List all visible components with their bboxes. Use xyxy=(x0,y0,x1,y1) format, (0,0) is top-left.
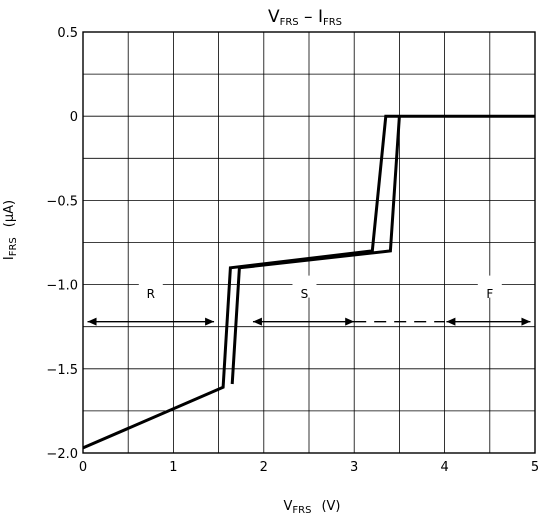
x-tick-label: 3 xyxy=(350,460,358,475)
region-label: F xyxy=(486,287,493,301)
y-tick-label: −1.0 xyxy=(46,279,78,294)
series-line-2 xyxy=(230,116,401,385)
plot-frame xyxy=(82,31,536,454)
region-label-bg xyxy=(477,275,502,298)
x-tick-label: 1 xyxy=(169,460,177,475)
chart-title: VFRS – IFRS xyxy=(268,7,342,28)
y-tick-label: −1.5 xyxy=(46,363,78,378)
x-tick-label: 2 xyxy=(260,460,268,475)
y-tick-label: 0.5 xyxy=(57,26,78,41)
y-tick-label: −2.0 xyxy=(46,447,78,462)
arrow-head xyxy=(521,317,531,326)
x-tick-label: 0 xyxy=(79,460,87,475)
x-tick-label: 4 xyxy=(440,460,448,475)
grid xyxy=(82,31,536,454)
y-axis-label: IFRS(µA) xyxy=(2,200,19,260)
data-series xyxy=(82,114,535,450)
arrow-head xyxy=(87,317,97,326)
region-label-bg xyxy=(292,275,317,298)
region-label: R xyxy=(147,287,155,301)
arrow-head xyxy=(345,317,355,326)
series-line-1 xyxy=(82,114,535,450)
y-tick-label: −0.5 xyxy=(46,194,78,209)
x-tick-label: 5 xyxy=(531,460,539,475)
arrow-head xyxy=(252,317,262,326)
arrow-head xyxy=(205,317,215,326)
x-axis-label: VFRS (V) xyxy=(283,499,340,516)
region-label: S xyxy=(301,287,309,301)
tick-labels: 0 1 2 3 4 5 0.5 0 −0.5 −1.0 −1.5 −2.0 xyxy=(46,26,539,475)
arrow-head xyxy=(446,317,456,326)
region-label-bg xyxy=(138,275,163,298)
y-tick-label: 0 xyxy=(70,110,78,125)
